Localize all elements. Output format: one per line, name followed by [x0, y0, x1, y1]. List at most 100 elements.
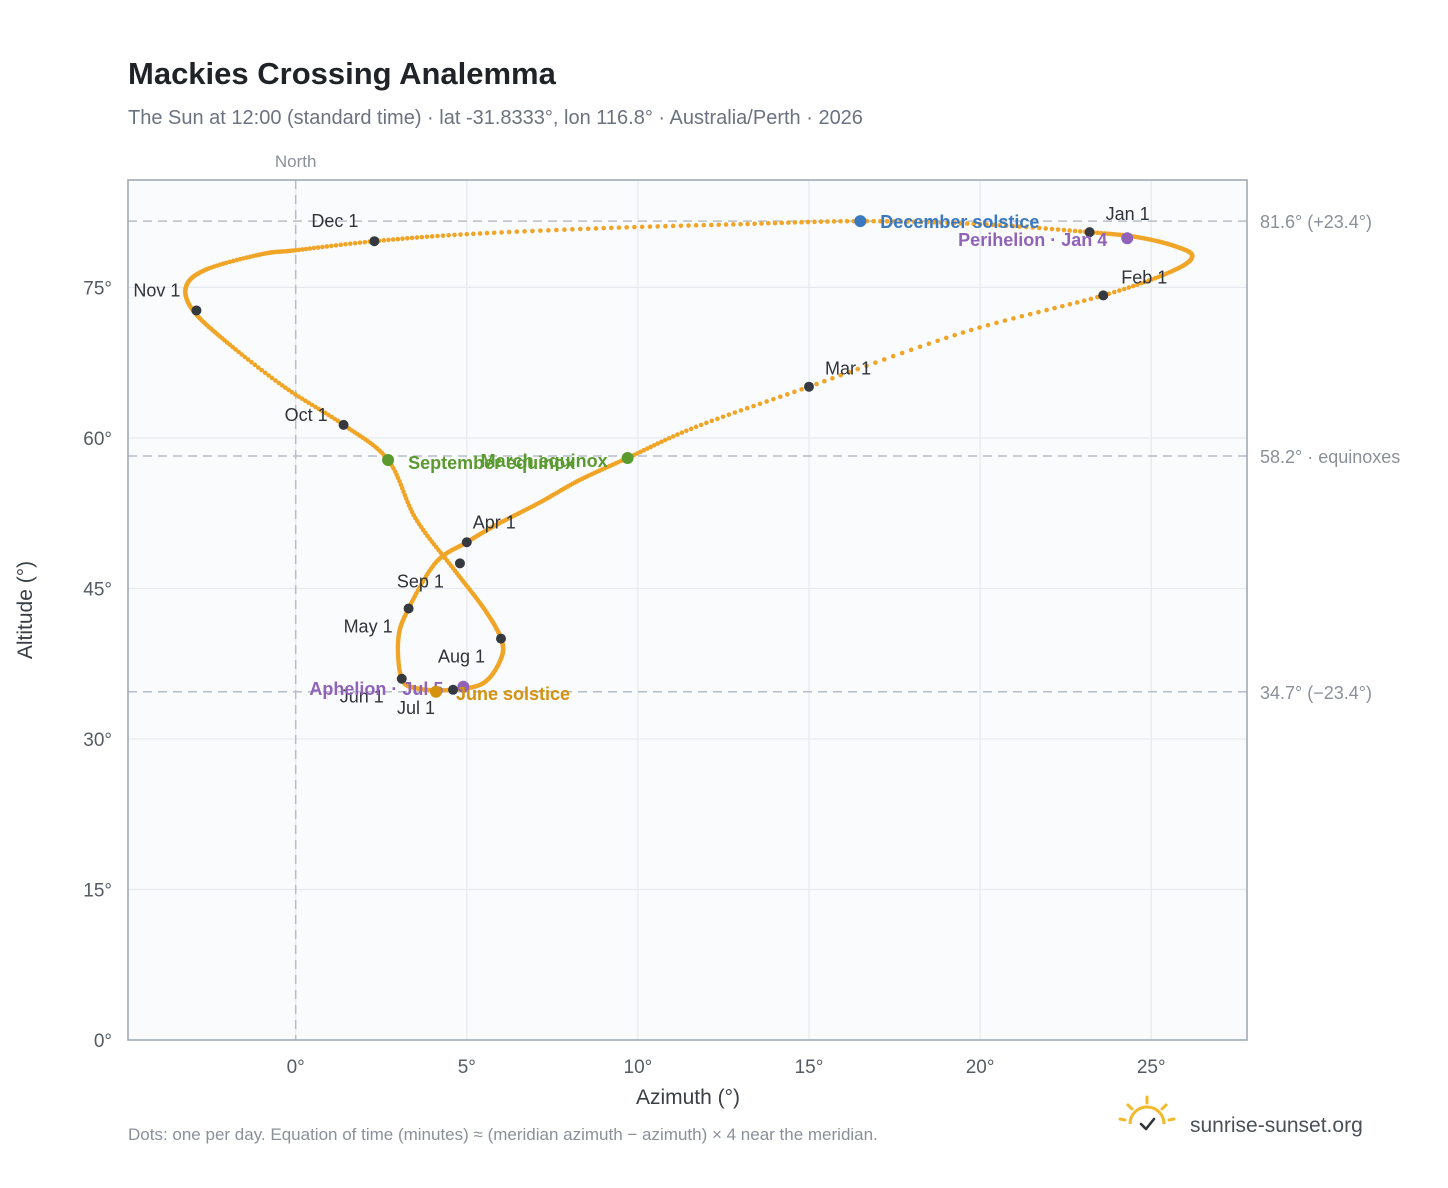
event-label: Aphelion · Jul 5: [309, 679, 443, 699]
daily-dot: [357, 240, 363, 245]
y-axis-label: Altitude (°): [14, 561, 37, 659]
daily-dot: [881, 357, 887, 362]
daily-dot: [1135, 282, 1140, 287]
daily-dot: [1117, 288, 1122, 293]
daily-dot: [296, 394, 301, 399]
daily-dot: [343, 241, 348, 247]
daily-dot: [655, 441, 661, 446]
plot-area: [128, 180, 1247, 1040]
north-meridian: North: [275, 152, 317, 1040]
daily-dot: [1138, 281, 1144, 286]
daily-dot: [678, 223, 684, 229]
chart-subtitle: The Sun at 12:00 (standard time) · lat -…: [128, 107, 863, 129]
daily-dot: [670, 223, 676, 229]
daily-dot: [952, 332, 957, 338]
daily-dot: [958, 220, 964, 226]
daily-dot: [477, 231, 483, 236]
daily-dot: [977, 325, 982, 330]
daily-dot: [307, 246, 313, 251]
daily-dot: [289, 389, 295, 395]
daily-dot: [926, 341, 932, 346]
month-dot: [803, 381, 814, 392]
daily-dot: [684, 428, 689, 434]
event-dot: [429, 685, 442, 698]
daily-dot: [1055, 227, 1061, 232]
month-label: Jan 1: [1106, 204, 1150, 224]
daily-dot: [578, 226, 583, 232]
daily-dot: [347, 241, 353, 247]
daily-dot: [917, 344, 923, 350]
daily-dot: [938, 220, 944, 225]
daily-dot: [329, 243, 334, 249]
daily-dot: [1074, 300, 1080, 305]
daily-dot: [283, 385, 288, 391]
daily-dot: [698, 422, 704, 428]
daily-dot: [830, 376, 835, 381]
daily-dot: [506, 229, 512, 235]
daily-dot: [1121, 286, 1127, 292]
y-tick-label: 60°: [83, 429, 112, 450]
x-tick-label: 20°: [966, 1057, 995, 1078]
x-tick-label: 25°: [1137, 1057, 1166, 1078]
daily-dot: [822, 378, 827, 384]
daily-dot: [985, 322, 991, 328]
daily-dot: [666, 435, 672, 441]
daily-dot: [968, 327, 974, 333]
daily-dot: [402, 492, 408, 498]
daily-dot: [792, 389, 797, 395]
daily-dot: [403, 496, 409, 501]
daily-dot: [316, 406, 321, 412]
x-axis-label: Azimuth (°): [636, 1086, 740, 1109]
month-dot: [1084, 227, 1095, 238]
daily-dot: [779, 220, 785, 226]
daily-dot: [898, 219, 903, 224]
event-label: September equinox: [408, 453, 575, 473]
daily-dot: [670, 434, 676, 439]
event-dot: [1121, 232, 1134, 245]
daily-dot: [266, 373, 271, 378]
daily-dot: [814, 381, 819, 387]
daily-dot: [624, 225, 629, 230]
daily-dot: [686, 223, 691, 228]
daily-dot: [675, 432, 680, 437]
x-tick-label: 15°: [795, 1057, 824, 1078]
chart-title: Mackies Crossing Analemma: [128, 56, 557, 91]
daily-dot: [409, 235, 415, 241]
daily-dot: [766, 221, 771, 226]
month-label: Mar 1: [825, 359, 871, 379]
daily-dot: [704, 420, 709, 426]
daily-dot: [262, 370, 268, 376]
month-dot: [191, 305, 202, 316]
daily-dot: [745, 221, 750, 227]
daily-dot: [997, 222, 1002, 228]
daily-dot: [1044, 307, 1049, 313]
daily-dot: [799, 219, 804, 225]
daily-dot: [1003, 223, 1009, 228]
daily-dot: [1019, 313, 1025, 319]
daily-dot: [688, 426, 694, 432]
sun-check-icon: [1118, 1095, 1176, 1131]
daily-dot: [530, 228, 535, 234]
reference-line-label: 58.2° · equinoxes: [1260, 447, 1400, 467]
daily-dot: [414, 235, 420, 240]
daily-dot: [911, 219, 917, 225]
daily-dot: [873, 360, 878, 365]
daily-dot: [362, 239, 368, 245]
x-axis-ticks: 0° 5° 10° 15° 20° 25°: [287, 1057, 1166, 1078]
daily-dot: [1081, 298, 1087, 303]
daily-dot: [390, 237, 396, 242]
month-dot: [396, 673, 407, 684]
daily-dot: [971, 221, 976, 227]
daily-dot: [844, 218, 850, 224]
daily-dot: [1017, 224, 1022, 229]
north-label: North: [275, 152, 317, 171]
daily-dot: [424, 234, 430, 240]
month-markers: Jan 1 Feb 1 Mar 1 Apr 1 May 1 Jun 1 Jul 1 Aug 1…: [133, 204, 1167, 718]
daily-dot: [491, 230, 497, 236]
daily-dot: [315, 245, 321, 250]
y-tick-label: 30°: [83, 730, 112, 751]
daily-dot: [435, 233, 440, 239]
daily-dot: [259, 367, 264, 373]
daily-dot: [964, 221, 970, 226]
